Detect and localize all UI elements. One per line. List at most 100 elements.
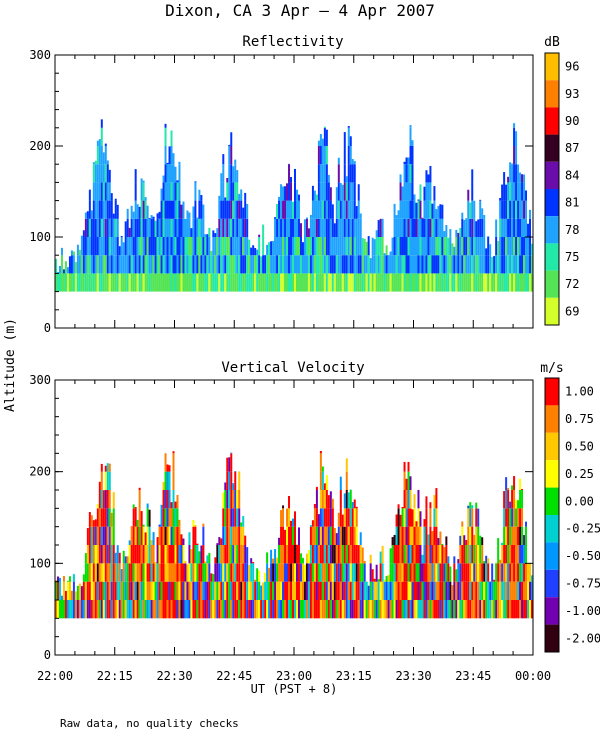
reflectivity-data-cell bbox=[174, 218, 177, 237]
vertical-velocity-data-cell bbox=[523, 600, 526, 619]
vertical-velocity-data-cell bbox=[242, 563, 245, 582]
vertical-velocity-data-cell bbox=[106, 581, 109, 600]
vertical-velocity-data-cell bbox=[146, 526, 149, 545]
vertical-velocity-data-cell bbox=[485, 581, 488, 600]
reflectivity-data-cell bbox=[278, 196, 281, 201]
vertical-velocity-data-cell bbox=[278, 581, 281, 600]
vertical-velocity-data-cell bbox=[202, 563, 205, 582]
vertical-velocity-data-cell bbox=[525, 581, 528, 600]
reflectivity-ytick-label: 0 bbox=[44, 321, 51, 335]
reflectivity-data-cell bbox=[144, 197, 147, 201]
vertical-velocity-data-cell bbox=[495, 581, 498, 600]
reflectivity-data-cell bbox=[481, 255, 484, 274]
reflectivity-data-cell bbox=[170, 200, 173, 219]
vertical-velocity-data-cell bbox=[292, 581, 294, 600]
vertical-velocity-data-cell bbox=[315, 526, 318, 545]
vertical-velocity-data-cell bbox=[521, 581, 524, 600]
reflectivity-data-cell bbox=[407, 182, 410, 201]
vertical-velocity-data-cell bbox=[192, 526, 195, 545]
vertical-velocity-data-cell bbox=[427, 563, 430, 582]
vertical-velocity-data-cell bbox=[437, 563, 440, 582]
reflectivity-data-cell bbox=[156, 255, 159, 274]
vertical-velocity-data-cell bbox=[234, 471, 237, 472]
vertical-velocity-data-cell bbox=[313, 600, 316, 619]
vertical-velocity-data-cell bbox=[252, 562, 255, 564]
vertical-velocity-data-cell bbox=[90, 581, 93, 600]
vertical-velocity-data-cell bbox=[503, 600, 506, 619]
reflectivity-data-cell bbox=[343, 255, 346, 274]
reflectivity-data-cell bbox=[505, 200, 508, 219]
reflectivity-data-cell bbox=[471, 200, 474, 219]
vertical-velocity-data-cell bbox=[405, 545, 408, 564]
reflectivity-data-cell bbox=[68, 256, 71, 274]
vertical-velocity-data-cell bbox=[278, 537, 281, 545]
reflectivity-data-cell bbox=[188, 255, 191, 274]
vertical-velocity-data-cell bbox=[212, 573, 215, 582]
vertical-velocity-data-cell bbox=[264, 600, 267, 619]
reflectivity-data-cell bbox=[459, 227, 462, 237]
reflectivity-data-cell bbox=[311, 185, 314, 201]
vertical-velocity-data-cell bbox=[489, 581, 492, 600]
vertical-velocity-data-cell bbox=[172, 581, 175, 600]
vertical-velocity-data-cell bbox=[415, 600, 418, 619]
reflectivity-data-cell bbox=[351, 273, 354, 292]
reflectivity-data-cell bbox=[295, 237, 298, 256]
vertical-velocity-data-cell bbox=[142, 526, 145, 545]
reflectivity-data-cell bbox=[341, 184, 344, 201]
vertical-velocity-data-cell bbox=[164, 490, 167, 509]
vertical-velocity-data-cell bbox=[511, 600, 514, 619]
vertical-velocity-data-cell bbox=[212, 581, 215, 600]
vertical-velocity-data-cell bbox=[84, 581, 87, 600]
vertical-velocity-data-cell bbox=[415, 563, 418, 582]
vertical-velocity-data-cell bbox=[393, 581, 396, 600]
vertical-velocity-data-cell bbox=[337, 545, 340, 564]
vertical-velocity-data-cell bbox=[487, 581, 490, 600]
reflectivity-data-cell bbox=[323, 237, 326, 256]
vertical-velocity-data-cell bbox=[232, 483, 235, 490]
reflectivity-data-cell bbox=[319, 200, 322, 219]
vertical-velocity-data-cell bbox=[58, 577, 61, 582]
reflectivity-data-cell bbox=[284, 237, 287, 256]
reflectivity-data-cell bbox=[270, 241, 273, 256]
reflectivity-data-cell bbox=[164, 182, 167, 201]
vertical-velocity-colorbar-swatch bbox=[545, 460, 559, 488]
reflectivity-data-cell bbox=[84, 255, 87, 274]
vertical-velocity-data-cell bbox=[521, 490, 524, 509]
reflectivity-data-cell bbox=[427, 182, 430, 201]
vertical-velocity-data-cell bbox=[178, 563, 181, 582]
reflectivity-data bbox=[55, 119, 533, 292]
vertical-velocity-data-cell bbox=[499, 563, 502, 582]
reflectivity-data-cell bbox=[501, 237, 504, 256]
reflectivity-data-cell bbox=[112, 213, 115, 219]
vertical-velocity-data-cell bbox=[218, 600, 221, 619]
vertical-velocity-data-cell bbox=[429, 563, 432, 582]
vertical-velocity-data-cell bbox=[280, 600, 283, 619]
reflectivity-data-cell bbox=[391, 273, 394, 292]
reflectivity-data-cell bbox=[224, 237, 227, 256]
reflectivity-data-cell bbox=[511, 182, 514, 201]
vertical-velocity-data-cell bbox=[349, 490, 352, 509]
reflectivity-data-cell bbox=[230, 146, 233, 165]
reflectivity-data-cell bbox=[170, 218, 173, 237]
reflectivity-data-cell bbox=[309, 255, 312, 274]
reflectivity-data-cell bbox=[323, 255, 326, 274]
reflectivity-data-cell bbox=[194, 255, 197, 274]
reflectivity-data-cell bbox=[359, 213, 362, 219]
reflectivity-data-cell bbox=[515, 164, 518, 183]
reflectivity-data-cell bbox=[202, 255, 205, 274]
reflectivity-data-cell bbox=[401, 255, 404, 274]
reflectivity-data-cell bbox=[367, 236, 370, 237]
vertical-velocity-data-cell bbox=[433, 508, 436, 527]
reflectivity-unit-label: dB bbox=[544, 35, 560, 50]
reflectivity-data-cell bbox=[192, 255, 195, 274]
vertical-velocity-data-cell bbox=[216, 545, 219, 564]
vertical-velocity-data-cell bbox=[232, 545, 235, 564]
vertical-velocity-data-cell bbox=[62, 581, 65, 600]
reflectivity-data-cell bbox=[84, 212, 87, 219]
vertical-velocity-data-cell bbox=[399, 563, 402, 582]
reflectivity-data-cell bbox=[202, 218, 205, 237]
vertical-velocity-data-cell bbox=[236, 545, 239, 564]
reflectivity-data-cell bbox=[317, 255, 320, 274]
vertical-velocity-data-cell bbox=[238, 545, 241, 564]
reflectivity-data-cell bbox=[168, 237, 171, 256]
